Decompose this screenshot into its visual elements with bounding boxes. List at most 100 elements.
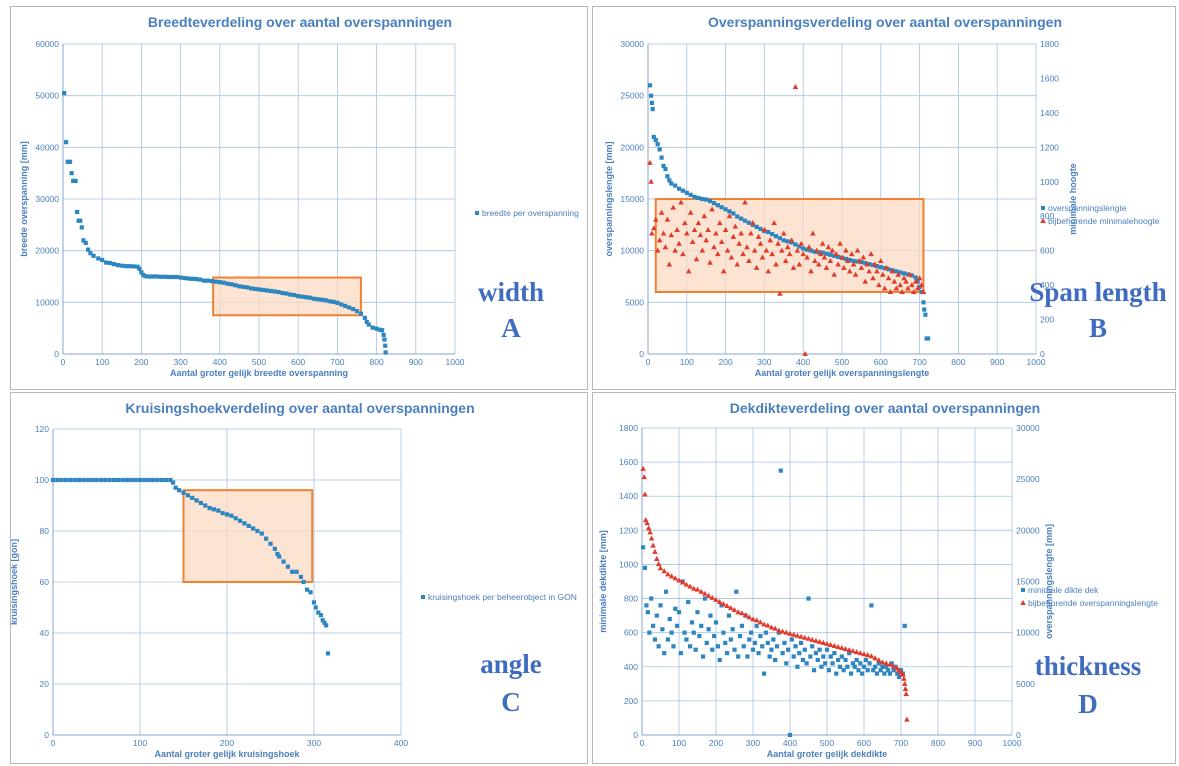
y2-tick-label: 25000 [1016, 474, 1040, 484]
y-tick-label: 0 [639, 349, 644, 359]
data-point-2 [829, 247, 836, 253]
data-point-1 [294, 569, 299, 574]
x-tick-label: 200 [134, 357, 148, 367]
x-tick-label: 400 [213, 357, 227, 367]
data-point-1 [154, 274, 160, 279]
data-point-1 [94, 477, 99, 483]
data-point-1 [325, 651, 331, 656]
data-point-1 [684, 637, 689, 642]
x-tick-label: 400 [796, 357, 810, 367]
legend-entry: kruisingshoek per beheerobject in GON [428, 592, 577, 602]
data-point-2 [755, 233, 762, 239]
data-point-1 [819, 664, 824, 669]
data-point-1 [871, 668, 876, 673]
data-point-2 [798, 240, 805, 246]
data-point-2 [687, 209, 694, 215]
data-point-2 [891, 278, 898, 284]
data-point-1 [865, 668, 870, 673]
data-point-2 [746, 258, 752, 263]
data-point-1 [251, 526, 256, 531]
data-point-1 [682, 630, 687, 635]
data-point-2 [835, 261, 841, 267]
data-point-2 [691, 227, 698, 232]
data-point-2 [862, 278, 869, 284]
data-point-1 [217, 280, 222, 285]
data-point-1 [921, 300, 926, 305]
data-point-2 [784, 244, 791, 250]
data-point-1 [820, 250, 825, 255]
data-point-1 [710, 647, 715, 652]
data-point-2 [731, 607, 738, 613]
data-point-1 [103, 477, 108, 483]
data-point-1 [276, 289, 281, 295]
data-point-1 [111, 262, 117, 267]
y-tick-label: 40000 [35, 142, 59, 152]
data-point-1 [686, 599, 691, 605]
data-point-1 [245, 285, 250, 290]
chart-b-svg: Overspanningsverdeling over aantal overs… [604, 14, 1167, 378]
data-point-1 [867, 262, 872, 267]
legend-entry: minimale dikte dek [1028, 585, 1099, 595]
data-point-1 [182, 275, 187, 281]
x-tick-label: 700 [913, 357, 927, 367]
x-tick-label: 900 [968, 738, 982, 748]
data-point-1 [782, 640, 787, 645]
data-point-2 [649, 230, 655, 236]
data-point-1 [50, 477, 56, 483]
data-point-2 [715, 251, 721, 257]
data-point-2 [662, 244, 669, 250]
data-point-2 [861, 651, 867, 657]
x-tick-label: 1000 [1003, 738, 1022, 748]
data-point-2 [883, 660, 889, 666]
y-axis-label: overspanningslengte [mm] [604, 141, 614, 256]
data-point-1 [786, 647, 791, 652]
data-point-1 [661, 163, 666, 169]
data-point-1 [91, 253, 96, 258]
data-point-2 [679, 579, 686, 585]
data-point-1 [843, 657, 848, 663]
data-point-2 [901, 675, 907, 681]
data-point-1 [665, 637, 670, 642]
data-point-1 [851, 258, 856, 264]
data-point-1 [780, 651, 785, 656]
data-point-1 [889, 661, 894, 666]
chart-title: Dekdikteverdeling over aantal overspanni… [730, 400, 1040, 416]
data-point-2 [661, 568, 667, 574]
data-point-2 [738, 230, 744, 236]
data-point-2 [695, 220, 702, 226]
data-point-2 [831, 642, 838, 648]
data-point-2 [792, 84, 799, 90]
data-point-1 [728, 637, 733, 642]
data-point-1 [895, 671, 900, 676]
data-point-2 [750, 616, 756, 622]
data-point-1 [776, 630, 781, 635]
data-point-1 [292, 293, 297, 298]
data-point-1 [335, 300, 340, 305]
data-point-1 [304, 587, 310, 592]
x-tick-label: 200 [719, 357, 733, 367]
x-tick-label: 100 [680, 357, 694, 367]
data-point-1 [808, 654, 813, 659]
y2-tick-label: 1200 [1040, 142, 1059, 152]
data-point-2 [842, 646, 849, 652]
data-point-2 [794, 247, 801, 253]
data-point-1 [802, 647, 807, 652]
data-point-1 [813, 651, 818, 656]
data-point-1 [300, 294, 305, 299]
data-point-1 [649, 596, 654, 601]
data-point-2 [713, 596, 719, 602]
data-point-2 [698, 588, 704, 594]
data-point-2 [753, 264, 760, 270]
data-point-1 [323, 298, 328, 303]
y-tick-label: 30000 [35, 194, 59, 204]
data-point-1 [383, 350, 388, 355]
data-point-1 [64, 140, 69, 145]
data-point-1 [322, 620, 327, 625]
data-point-1 [878, 265, 883, 270]
data-point-2 [699, 247, 706, 253]
data-point-1 [684, 190, 689, 195]
x-tick-label: 400 [783, 738, 797, 748]
data-point-1 [739, 216, 744, 221]
y2-tick-label: 800 [1040, 211, 1054, 221]
data-point-2 [759, 254, 766, 260]
